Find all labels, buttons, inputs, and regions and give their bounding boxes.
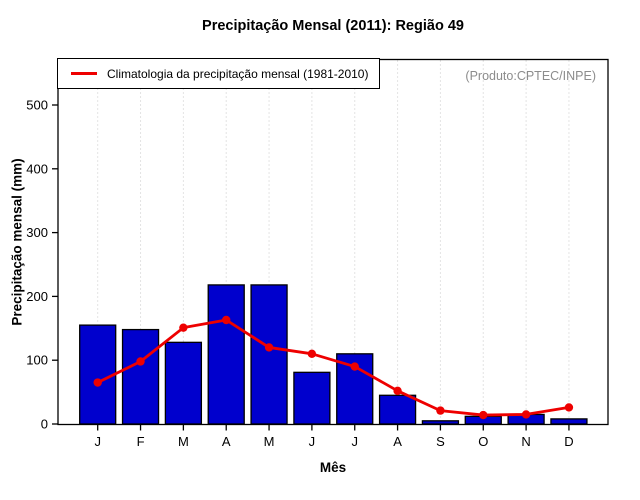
climatology-point bbox=[222, 315, 231, 325]
climatology-point bbox=[393, 386, 402, 396]
legend: Climatologia da precipitação mensal (198… bbox=[57, 58, 380, 89]
x-tick-label: M bbox=[264, 434, 275, 449]
x-tick-label: J bbox=[94, 434, 101, 449]
climatology-point bbox=[350, 362, 359, 371]
climatology-point bbox=[564, 403, 574, 412]
y-tick-label: 300 bbox=[26, 225, 48, 240]
y-tick-label: 400 bbox=[26, 161, 48, 176]
climatology-point bbox=[307, 349, 317, 359]
bar-month-M4 bbox=[250, 284, 288, 425]
bar-month-J0 bbox=[79, 324, 117, 425]
climatology-point bbox=[479, 410, 488, 420]
y-tick-label: 0 bbox=[41, 417, 48, 432]
bar-month-S8 bbox=[421, 420, 460, 425]
climatology-point bbox=[93, 378, 102, 387]
climatology-point bbox=[436, 406, 445, 415]
bar-month-M2 bbox=[164, 341, 203, 425]
x-tick-label: J bbox=[309, 434, 316, 449]
y-tick-label: 200 bbox=[26, 289, 48, 304]
x-tick-label: D bbox=[564, 434, 573, 449]
x-tick-label: A bbox=[393, 434, 402, 449]
x-axis-title: Mês bbox=[319, 460, 347, 475]
climatology-point bbox=[179, 323, 188, 332]
x-tick-label: M bbox=[178, 434, 189, 449]
x-tick-label: O bbox=[478, 434, 488, 449]
y-tick-label: 500 bbox=[26, 98, 48, 113]
legend-line-swatch bbox=[71, 72, 97, 75]
chart-title: Precipitação Mensal (2011): Região 49 bbox=[202, 18, 464, 34]
climatology-line bbox=[97, 318, 570, 417]
x-tick-label: S bbox=[436, 434, 445, 449]
x-tick-label: F bbox=[137, 434, 145, 449]
legend-label: Climatologia da precipitação mensal (198… bbox=[107, 66, 369, 81]
bar-month-F1 bbox=[121, 328, 160, 425]
y-axis-title: Precipitação mensal (mm) bbox=[9, 158, 25, 326]
x-tick-label: J bbox=[351, 434, 358, 449]
product-annotation: (Produto:CPTEC/INPE) bbox=[465, 69, 596, 83]
bar-month-J5 bbox=[293, 371, 331, 425]
climatology-point bbox=[521, 410, 531, 419]
y-tick-label: 100 bbox=[26, 353, 48, 368]
x-tick-label: A bbox=[222, 434, 231, 449]
bar-month-A3 bbox=[207, 284, 245, 425]
bar-month-D11 bbox=[550, 418, 588, 425]
climatology-point bbox=[136, 357, 145, 366]
x-tick-label: N bbox=[521, 434, 530, 449]
climatology-point bbox=[264, 343, 274, 352]
bar-month-A7 bbox=[378, 394, 417, 425]
